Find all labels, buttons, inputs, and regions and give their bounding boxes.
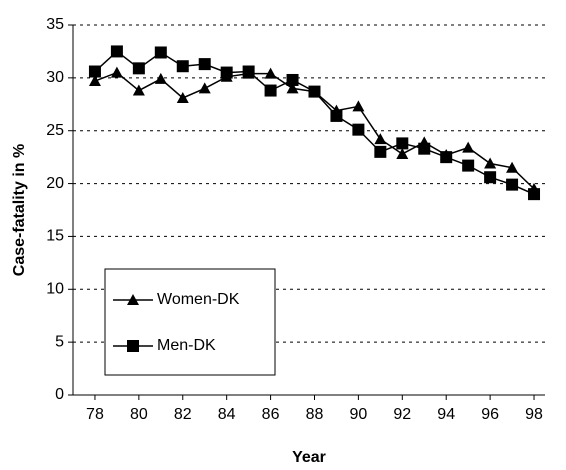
y-tick-label: 10 <box>46 281 64 298</box>
marker <box>396 137 409 150</box>
x-tick-label: 88 <box>306 406 324 423</box>
marker <box>132 62 145 75</box>
marker <box>198 58 211 71</box>
x-tick-label: 92 <box>393 406 411 423</box>
marker <box>352 100 365 112</box>
x-tick-label: 86 <box>262 406 280 423</box>
y-tick-label: 35 <box>46 16 64 33</box>
marker <box>528 188 541 201</box>
marker <box>462 141 475 153</box>
y-tick-label: 0 <box>55 386 64 403</box>
marker <box>484 157 497 169</box>
marker <box>484 171 497 184</box>
marker <box>308 85 321 98</box>
marker <box>330 109 343 122</box>
marker <box>154 46 167 59</box>
marker <box>396 147 409 159</box>
x-tick-label: 94 <box>437 406 455 423</box>
marker <box>264 84 277 97</box>
marker <box>110 66 123 78</box>
marker <box>264 67 277 79</box>
marker <box>154 72 167 84</box>
x-tick-label: 98 <box>525 406 543 423</box>
marker <box>286 82 299 94</box>
marker <box>506 178 519 191</box>
legend-box <box>104 268 276 376</box>
legend-marker <box>127 340 139 352</box>
legend-marker <box>127 294 139 305</box>
marker <box>176 91 189 103</box>
y-tick-label: 20 <box>46 175 64 192</box>
y-tick-label: 30 <box>46 69 64 86</box>
marker <box>88 65 101 78</box>
marker <box>198 82 211 94</box>
marker <box>506 161 519 173</box>
series-line <box>94 50 535 195</box>
marker <box>132 84 145 96</box>
marker <box>440 151 453 164</box>
marker <box>242 65 255 78</box>
marker <box>352 123 365 136</box>
x-tick-label: 80 <box>130 406 148 423</box>
marker <box>176 60 189 73</box>
marker <box>462 159 475 172</box>
legend-label: Men-DK <box>157 337 216 354</box>
x-tick-label: 82 <box>174 406 192 423</box>
marker <box>374 145 387 158</box>
y-tick-label: 25 <box>46 122 64 139</box>
x-tick-label: 84 <box>218 406 236 423</box>
legend-label: Women-DK <box>157 291 240 308</box>
marker <box>88 75 101 87</box>
marker <box>110 45 123 58</box>
x-axis-title: Year <box>292 449 326 466</box>
x-tick-label: 90 <box>349 406 367 423</box>
marker <box>374 133 387 145</box>
y-axis-title: Case-fatality in % <box>11 144 28 276</box>
x-tick-label: 96 <box>481 406 499 423</box>
marker <box>418 142 431 155</box>
x-tick-label: 78 <box>86 406 104 423</box>
marker <box>286 73 299 86</box>
y-tick-label: 5 <box>55 333 64 350</box>
y-tick-label: 15 <box>46 228 64 245</box>
marker <box>220 66 233 79</box>
